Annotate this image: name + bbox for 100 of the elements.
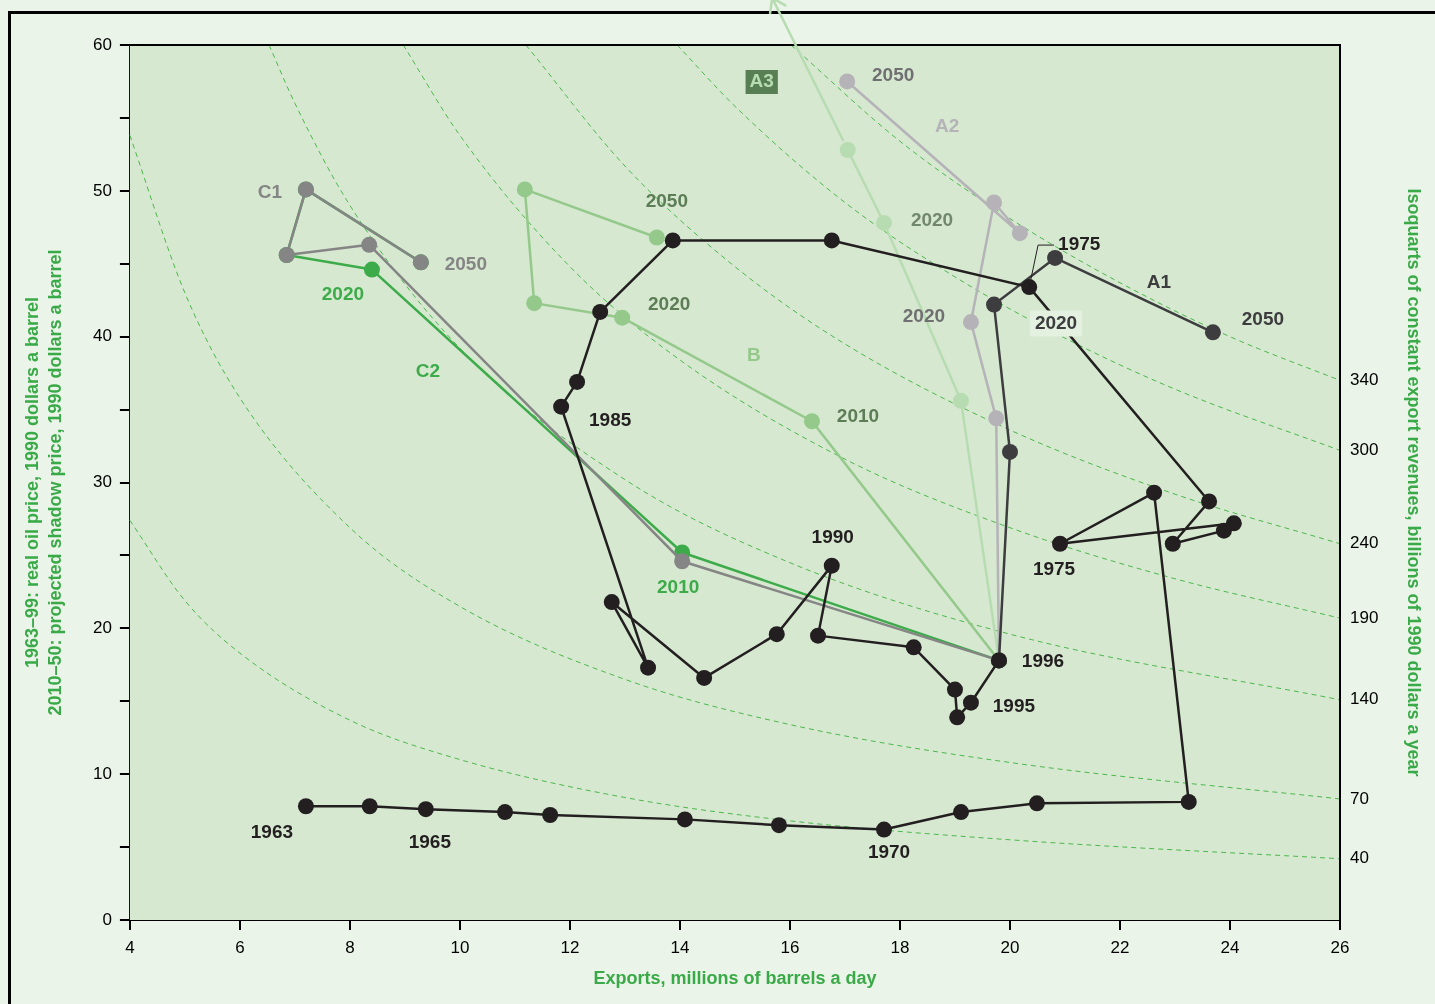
annotation: 1995 [992,694,1036,716]
point [876,821,893,838]
series-label: 190 [1350,607,1379,627]
annotation: 2050 [1241,307,1285,329]
annotation: 1975 [1058,233,1101,255]
y-tick-label: 30 [92,472,112,492]
point [953,804,970,821]
series-label: 240 [1350,533,1379,553]
y-tick-label: 10 [92,763,112,783]
point [839,73,856,90]
annotation: 1990 [811,525,854,547]
y-tick-label: 50 [92,180,112,200]
annotation: 1963 [250,821,294,843]
point [810,627,827,644]
point [1180,793,1197,810]
annotation: 1985 [589,408,632,430]
annotation: 2010 [836,405,880,427]
x-tick-label: 14 [670,937,690,957]
series-label: 140 [1350,689,1379,709]
point [648,229,665,246]
point [905,639,922,656]
point [1011,225,1028,242]
point [592,303,609,320]
annotation: 2050 [872,63,915,85]
point [986,296,1003,313]
series-label: A1 [1146,270,1172,292]
point [949,709,966,726]
annotation: 2020 [902,305,946,327]
point [988,410,1005,427]
line-series [129,134,1341,800]
x-tick-label: 10 [450,937,470,957]
x-tick-label: 24 [1220,937,1240,957]
point [297,798,314,815]
point [696,669,713,686]
annotation: 1970 [867,840,911,862]
y-axis-title: 1963–99: real oil price, 1990 dollars a barrel 2010–50: projected shadow price, 1990 dollars a barrel [22,249,65,716]
point [823,232,840,249]
point [569,373,586,390]
x-tick-label: 12 [560,937,580,957]
point [1021,279,1038,296]
point [363,261,380,278]
x-tick-label: 20 [1000,937,1020,957]
series-label: C2 [415,359,441,381]
x-tick-label: 16 [780,937,800,957]
point [803,413,820,430]
point [603,594,620,611]
point [946,681,963,698]
series-label: C1 [257,180,283,202]
series-label: 70 [1350,788,1369,808]
x-tick-label: 8 [345,937,355,957]
point [839,142,856,158]
annotation: 2020 [321,282,365,304]
annotation: 2050 [444,252,488,274]
point [1204,324,1221,341]
point [962,314,979,331]
point [1215,522,1232,539]
text: A3 [749,70,774,92]
y-tick-label: 60 [92,34,112,54]
point [1201,493,1218,510]
point [1164,535,1181,552]
series-label: 340 [1350,370,1379,390]
line-series [525,44,1341,545]
point [986,194,1003,211]
y-tick-label: 0 [102,909,112,929]
series-label: 300 [1350,440,1379,460]
point [553,398,570,415]
line-series [129,519,1341,860]
point [953,392,970,409]
annotation: 2020 [648,292,691,314]
point [1028,795,1045,812]
point [1047,249,1064,266]
point [1001,443,1018,460]
y-tick-label: 40 [92,326,112,346]
annotation: 1996 [1021,649,1065,671]
point [526,295,543,312]
point [962,694,979,711]
annotation: 1975 [1032,557,1076,579]
point [674,553,691,570]
annotation: 2050 [645,189,688,211]
point [640,659,657,676]
series-label: 40 [1350,848,1369,868]
annotation: 2020 [1034,311,1078,333]
point [1052,535,1069,552]
point [516,181,533,198]
annotation: 1965 [408,831,452,853]
x-tick-label: 4 [125,937,135,957]
point [1146,484,1163,501]
point [770,817,787,834]
series-label: B [746,343,761,365]
x-tick-label: 18 [890,937,910,957]
x-tick-label: 22 [1110,937,1130,957]
point [614,309,631,326]
x-axis-title: Exports, millions of barrels a day [593,968,877,989]
point [664,232,681,249]
annotation: 2010 [657,575,700,597]
line-series [402,44,1341,619]
y2-axis-title: Isoquarts of constant export revenues, billions of 1990 dollars a year [1404,188,1425,777]
point [823,557,840,574]
x-tick-label: 6 [235,937,245,957]
point [676,811,693,828]
